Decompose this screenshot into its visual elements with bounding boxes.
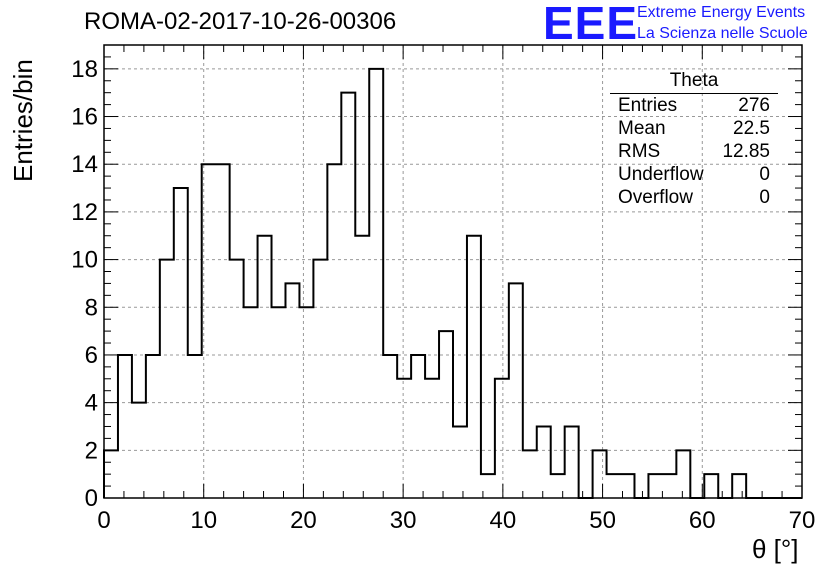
- histogram-bin: [481, 474, 495, 498]
- stats-value: 12.85: [722, 141, 770, 162]
- histogram-bin: [244, 307, 258, 498]
- stats-label: Entries: [618, 95, 678, 116]
- histogram-bin: [188, 355, 202, 498]
- chart-title: ROMA-02-2017-10-26-00306: [84, 8, 397, 35]
- histogram-bin: [313, 260, 327, 498]
- histogram-bin: [662, 474, 676, 498]
- stats-row-underflow: Underflow 0: [610, 163, 778, 186]
- histogram-bin: [565, 426, 579, 498]
- x-tick-label: 40: [490, 507, 517, 534]
- histogram-bin: [160, 260, 174, 498]
- y-tick-label: 16: [71, 104, 98, 131]
- histogram-series: [103, 67, 802, 499]
- stats-value: 276: [738, 95, 770, 116]
- histogram-bin: [299, 307, 313, 498]
- histogram-bin: [453, 426, 467, 498]
- histogram-bin: [593, 450, 607, 498]
- y-tick-label: 12: [71, 199, 98, 226]
- stats-value: 0: [759, 187, 770, 208]
- histogram-bin: [230, 260, 244, 498]
- histogram-bin: [621, 474, 635, 498]
- stats-row-rms: RMS 12.85: [610, 140, 778, 163]
- histogram-bin: [425, 379, 439, 498]
- x-axis-label: θ [°]: [752, 534, 799, 564]
- stats-value: 22.5: [733, 118, 770, 139]
- histogram-bin: [174, 188, 188, 498]
- y-tick-label: 10: [71, 247, 98, 274]
- histogram-bin: [648, 474, 662, 498]
- histogram-bin: [495, 379, 509, 498]
- histogram-bin: [383, 355, 397, 498]
- x-tick-label: 30: [390, 507, 417, 534]
- histogram-bin: [327, 164, 341, 498]
- plot-frame: [103, 44, 803, 499]
- histogram-bin: [285, 283, 299, 498]
- y-tick-label: 8: [85, 294, 98, 321]
- histogram-bin: [439, 331, 453, 498]
- stats-row-overflow: Overflow 0: [610, 186, 778, 209]
- stats-title: Theta: [610, 70, 778, 94]
- x-tick-label: 60: [689, 507, 716, 534]
- histogram-bin: [397, 379, 411, 498]
- y-axis-label: Entries/bin: [8, 59, 38, 182]
- stats-value: 0: [759, 164, 770, 185]
- histogram-bin: [523, 450, 537, 498]
- stats-box: Theta Entries 276 Mean 22.5 RMS 12.85 Un…: [610, 70, 778, 209]
- histogram-bin: [509, 283, 523, 498]
- x-tick-label: 0: [97, 507, 110, 534]
- histogram-bin: [676, 450, 690, 498]
- histogram-bin: [411, 355, 425, 498]
- y-tick-label: 0: [85, 485, 98, 512]
- histogram-bin: [537, 426, 551, 498]
- histogram-bin: [732, 474, 746, 498]
- histogram-bin: [704, 474, 718, 498]
- x-tick-label: 10: [190, 507, 217, 534]
- histogram-bin: [202, 164, 216, 498]
- y-tick-label: 18: [71, 56, 98, 83]
- histogram-bin: [551, 474, 565, 498]
- stats-label: RMS: [618, 141, 661, 162]
- x-tick-label: 50: [589, 507, 616, 534]
- stats-label: Underflow: [618, 164, 704, 185]
- x-tick-label: 70: [789, 507, 816, 534]
- histogram-bin: [369, 69, 383, 498]
- stats-label: Overflow: [618, 187, 693, 208]
- logo-line-2: La Scienza nelle Scuole: [637, 25, 808, 42]
- stats-label: Mean: [618, 118, 666, 139]
- stats-row-mean: Mean 22.5: [610, 117, 778, 140]
- y-tick-label: 2: [85, 437, 98, 464]
- histogram-bin: [355, 236, 369, 498]
- histogram-bin: [216, 164, 230, 498]
- histogram-bin: [146, 355, 160, 498]
- histogram-bin: [341, 93, 355, 498]
- stats-row-entries: Entries 276: [610, 94, 778, 117]
- y-tick-label: 6: [85, 342, 98, 369]
- histogram-bin: [607, 474, 621, 498]
- histogram-bin: [104, 450, 118, 498]
- histogram-bin: [467, 236, 481, 498]
- eee-logo: EEE: [543, 0, 639, 49]
- histogram-bin: [132, 403, 146, 498]
- histogram-bin: [272, 307, 286, 498]
- logo-line-1: Extreme Energy Events: [637, 4, 806, 21]
- y-tick-label: 14: [71, 151, 98, 178]
- x-tick-label: 20: [290, 507, 317, 534]
- y-tick-label: 4: [85, 390, 98, 417]
- histogram-bin: [118, 355, 132, 498]
- histogram-bin: [258, 236, 272, 498]
